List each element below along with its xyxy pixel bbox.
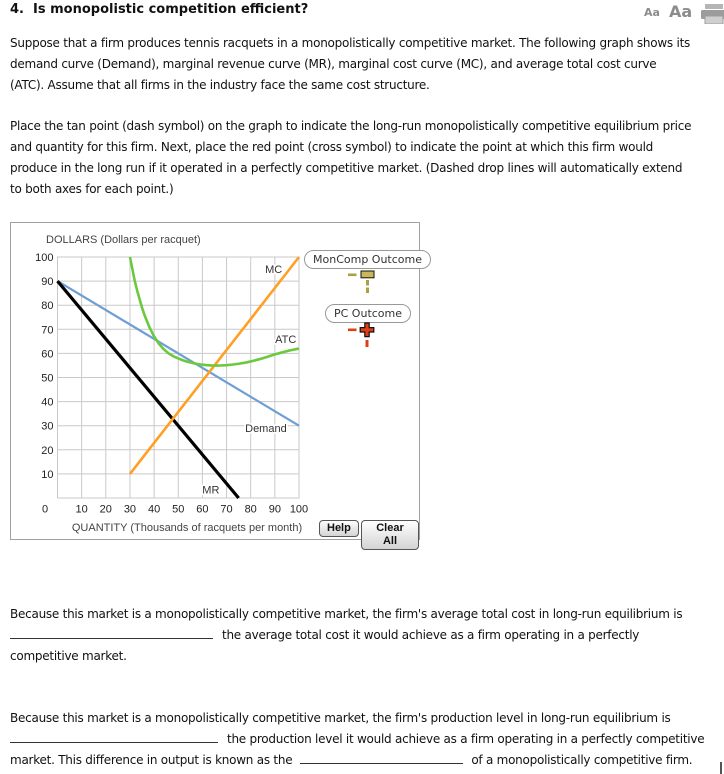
answer-dropdown-blank[interactable]	[10, 625, 213, 639]
svg-text:10: 10	[76, 504, 88, 516]
svg-text:70: 70	[41, 324, 53, 336]
font-size-small-button[interactable]: Aa	[644, 6, 660, 19]
text-line: Place the tan point (dash symbol) on the…	[10, 119, 692, 133]
svg-text:30: 30	[124, 504, 136, 516]
scrollbar-artifact	[720, 762, 722, 774]
chart-svg[interactable]: DOLLARS (Dollars per racquet) QUANTITY (T…	[11, 223, 419, 539]
text-line: Because this market is a monopolisticall…	[10, 607, 683, 621]
answer-dropdown-blank[interactable]	[300, 750, 464, 764]
svg-text:30: 30	[41, 421, 53, 433]
answer-dropdown-blank[interactable]	[10, 729, 218, 743]
text-line: and quantity for this firm. Next, place …	[10, 140, 654, 154]
svg-text:20: 20	[100, 504, 112, 516]
svg-text:50: 50	[172, 504, 184, 516]
question-1-fill-in: Because this market is a monopolisticall…	[10, 604, 720, 667]
instructions-paragraph: Place the tan point (dash symbol) on the…	[10, 116, 720, 200]
svg-text:20: 20	[41, 445, 53, 457]
printer-icon[interactable]	[701, 4, 724, 28]
text-line: produce in the long run if it operated i…	[10, 161, 683, 175]
moncomp-point-symbol[interactable]	[348, 270, 376, 298]
help-button[interactable]: Help	[319, 520, 359, 537]
svg-text:80: 80	[41, 300, 53, 312]
svg-text:MR: MR	[202, 484, 219, 496]
svg-text:ATC: ATC	[275, 334, 296, 346]
svg-text:50: 50	[41, 373, 53, 385]
svg-text:80: 80	[245, 504, 257, 516]
font-size-controls: Aa Aa	[644, 2, 724, 28]
svg-text:QUANTITY (Thousands of racquet: QUANTITY (Thousands of racquets per mont…	[72, 522, 302, 534]
svg-text:100: 100	[35, 252, 53, 264]
text-line: market. This difference in output is kno…	[10, 750, 720, 771]
moncomp-outcome-button[interactable]: MonComp Outcome	[304, 250, 432, 269]
svg-text:60: 60	[41, 348, 53, 360]
svg-text:10: 10	[41, 469, 53, 481]
svg-text:40: 40	[148, 504, 160, 516]
text-line: competitive market.	[10, 649, 127, 663]
svg-text:0: 0	[42, 504, 48, 516]
svg-text:40: 40	[41, 397, 53, 409]
svg-text:90: 90	[269, 504, 281, 516]
font-size-large-button[interactable]: Aa	[668, 2, 693, 21]
text-line: (ATC). Assume that all firms in the indu…	[10, 78, 430, 92]
pc-outcome-button[interactable]: PC Outcome	[325, 304, 412, 323]
pc-point-symbol[interactable]	[348, 322, 376, 352]
svg-text:Demand: Demand	[245, 423, 287, 435]
svg-text:MC: MC	[265, 264, 282, 276]
svg-text:70: 70	[220, 504, 232, 516]
text-line: the average total cost it would achieve …	[10, 625, 720, 646]
text-line: Because this market is a monopolisticall…	[10, 711, 671, 725]
question-title: 4. Is monopolistic competition efficient…	[10, 2, 309, 17]
question-2-fill-in: Because this market is a monopolisticall…	[10, 708, 720, 771]
text-line: demand curve (Demand), marginal revenue …	[10, 57, 657, 71]
text-line: to both axes for each point.)	[10, 182, 174, 196]
svg-text:100: 100	[290, 504, 308, 516]
svg-text:DOLLARS (Dollars per racquet): DOLLARS (Dollars per racquet)	[46, 234, 201, 246]
intro-paragraph: Suppose that a firm produces tennis racq…	[10, 33, 720, 96]
text-line: the production level it would achieve as…	[10, 729, 720, 750]
svg-text:90: 90	[41, 276, 53, 288]
clear-all-button[interactable]: Clear All	[361, 520, 419, 550]
text-line: Suppose that a firm produces tennis racq…	[10, 36, 691, 50]
graph-panel: DOLLARS (Dollars per racquet) QUANTITY (T…	[10, 222, 432, 550]
svg-text:60: 60	[196, 504, 208, 516]
